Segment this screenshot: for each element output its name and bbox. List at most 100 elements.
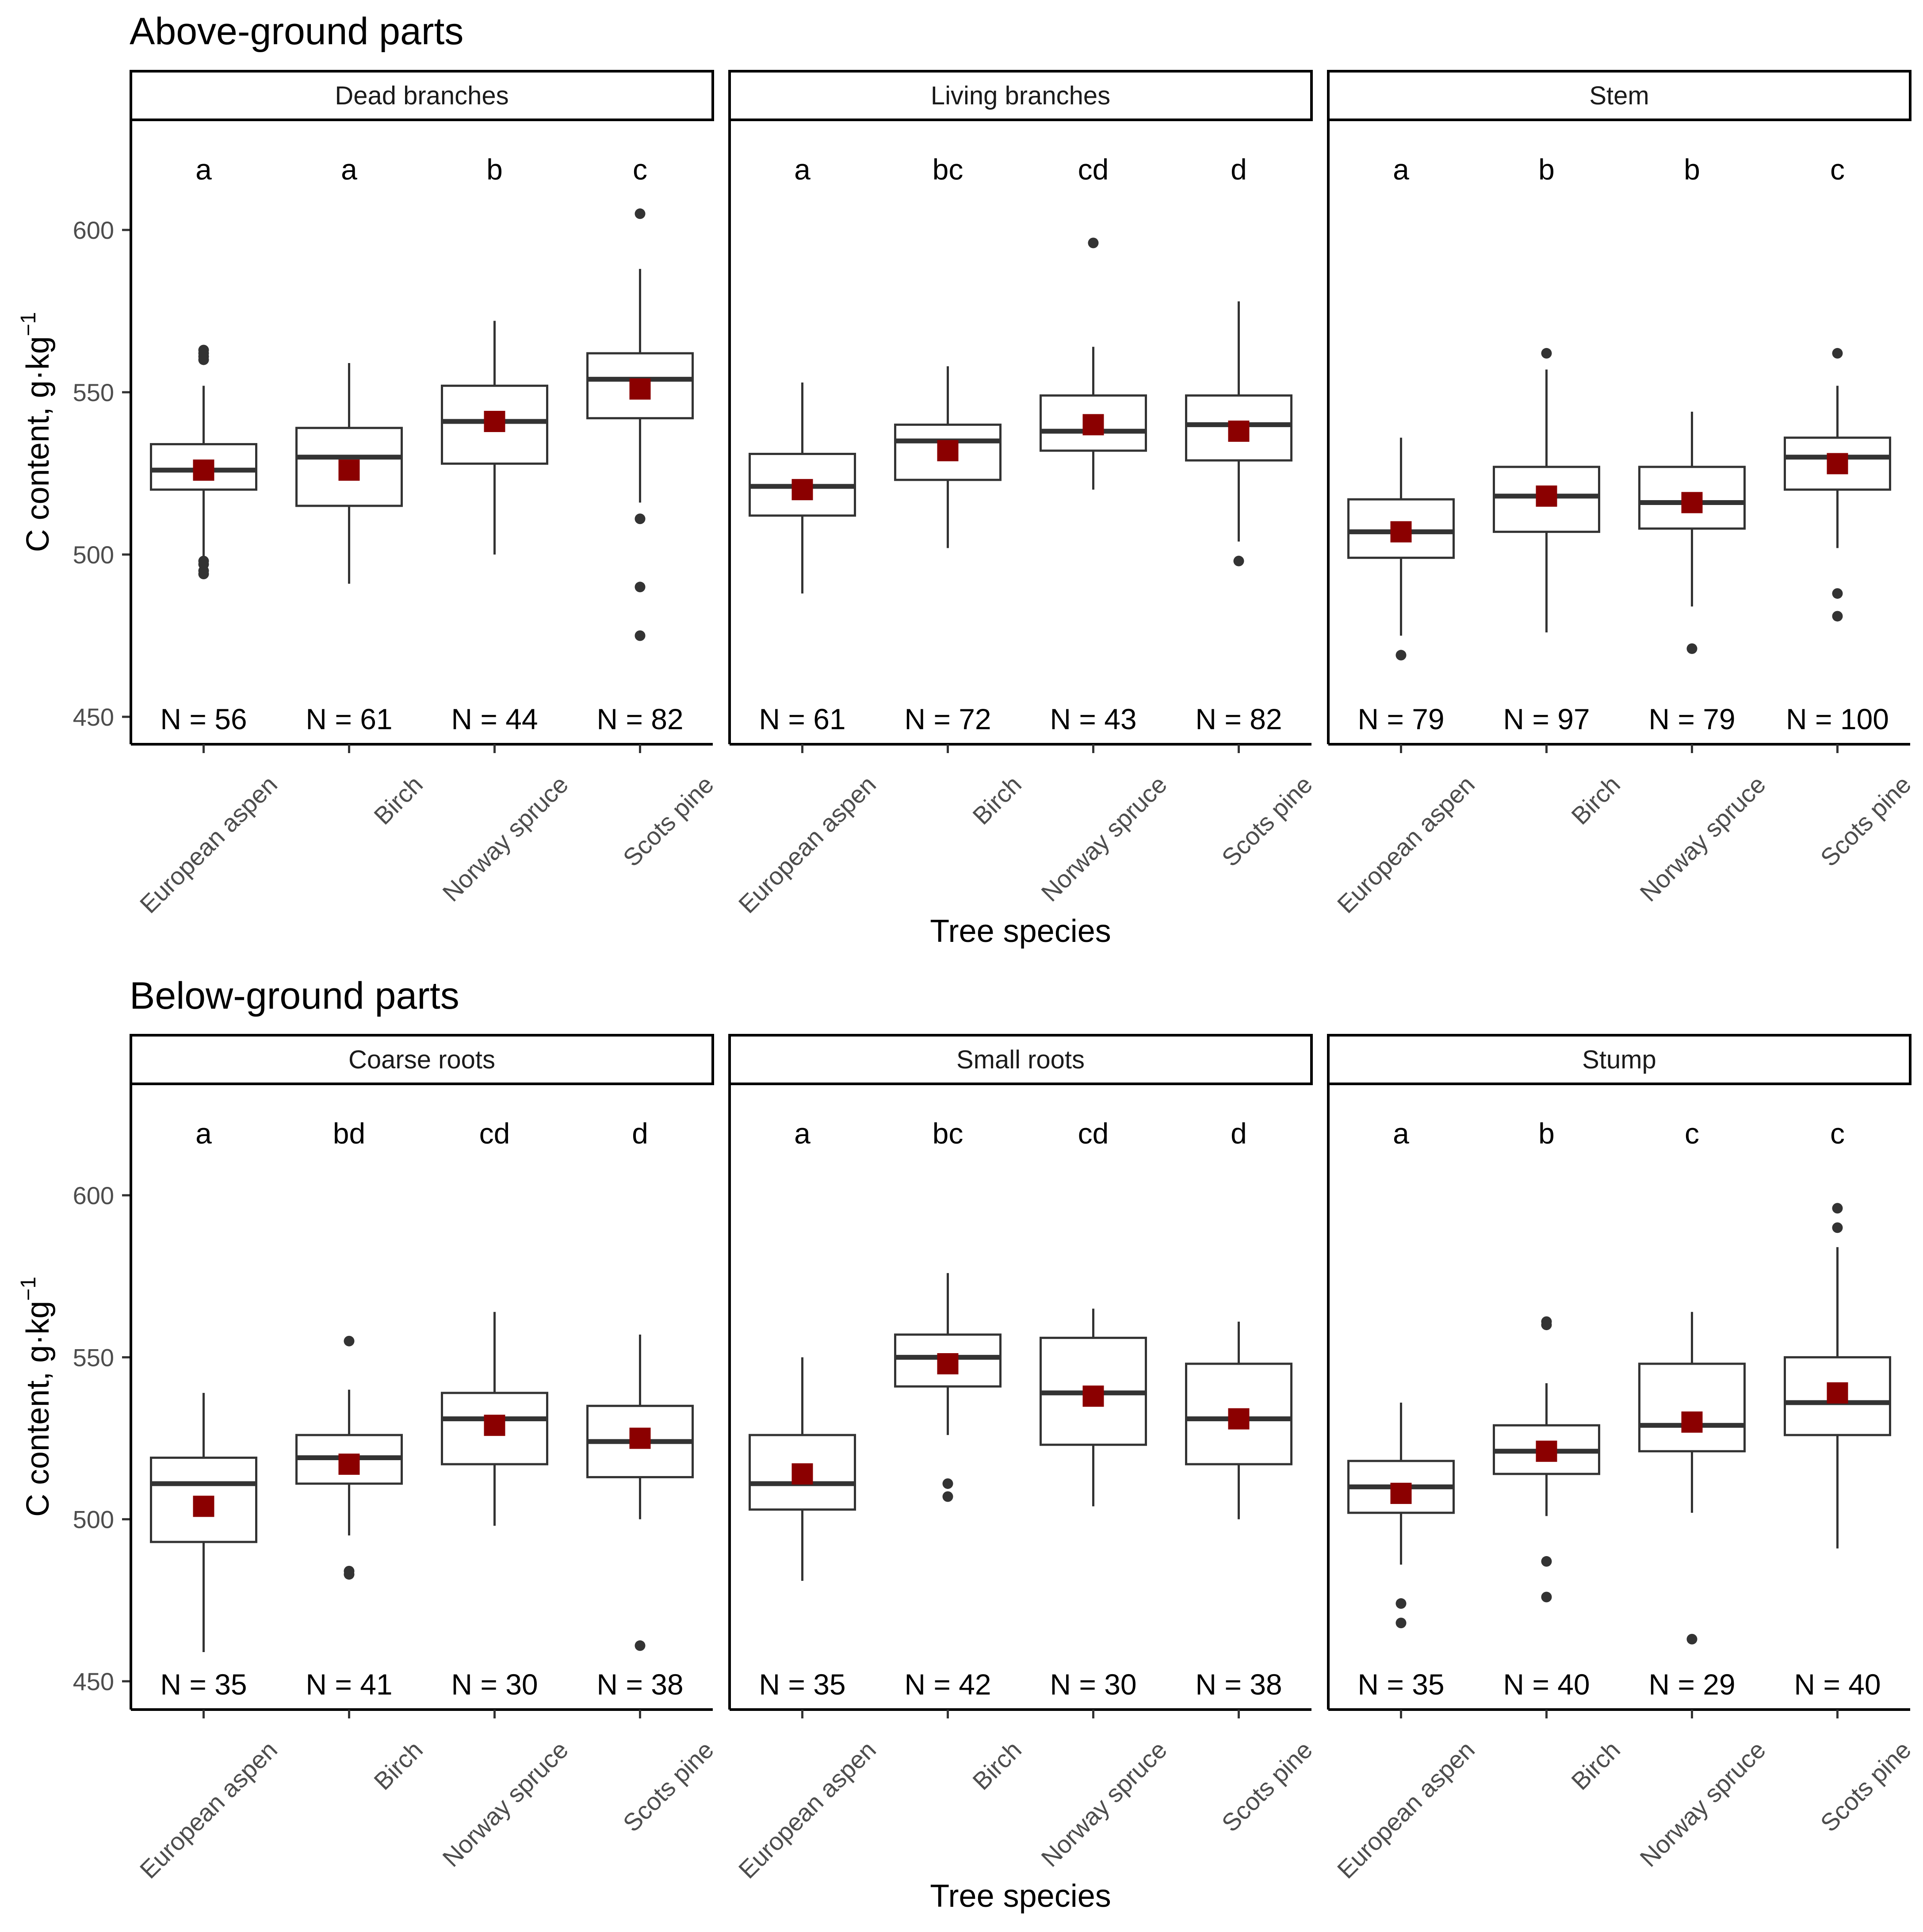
x-tick-label: Norway spruce xyxy=(437,770,573,907)
significance-letter: bd xyxy=(333,1117,365,1150)
panel-strip xyxy=(130,70,714,121)
panel-stump: Stump a N = 35 European aspen b N = 40 Birch c N… xyxy=(1327,1034,1916,1884)
mean-marker xyxy=(338,1454,360,1475)
significance-letter: a xyxy=(1393,153,1409,186)
n-label: N = 79 xyxy=(1357,703,1444,735)
panel-strip-label: Stump xyxy=(1582,1045,1656,1074)
significance-letter: a xyxy=(794,1117,810,1150)
significance-letter: b xyxy=(1538,153,1555,186)
x-tick-label: Birch xyxy=(368,1736,428,1795)
outlier-point xyxy=(942,1478,953,1489)
mean-marker xyxy=(338,459,360,481)
outlier-point xyxy=(1832,588,1843,599)
n-label: N = 30 xyxy=(1050,1668,1136,1701)
mean-marker xyxy=(629,1427,651,1449)
box-norway-spruce: b N = 79 Norway spruce xyxy=(1634,153,1771,907)
outlier-point xyxy=(1395,1598,1407,1609)
section-title: Below-ground parts xyxy=(130,975,459,1017)
mean-marker xyxy=(1228,421,1250,442)
outlier-point xyxy=(1233,555,1244,566)
significance-letter: a xyxy=(195,1117,212,1150)
outlier-point xyxy=(344,1335,355,1347)
n-label: N = 97 xyxy=(1503,703,1590,735)
x-tick-label: Norway spruce xyxy=(1634,770,1771,907)
significance-letter: cd xyxy=(479,1117,510,1150)
mean-marker xyxy=(484,1415,505,1436)
x-axis-title: Tree species xyxy=(930,914,1111,949)
significance-letter: d xyxy=(1231,1117,1247,1150)
outlier-point xyxy=(1832,1203,1843,1214)
x-axis-title: Tree species xyxy=(930,1878,1111,1914)
significance-letter: b xyxy=(1684,153,1700,186)
outlier-point xyxy=(1541,348,1552,359)
n-label: N = 35 xyxy=(759,1668,845,1701)
x-tick-label: Norway spruce xyxy=(1036,770,1172,907)
y-axis-title: C content, g·kg−1 xyxy=(17,312,56,552)
box-norway-spruce: cd N = 30 Norway spruce xyxy=(437,1117,573,1872)
y-axis-title-main: C content, g·kg xyxy=(20,336,56,552)
panel-strip xyxy=(728,1034,1313,1085)
panel-strip-label: Living branches xyxy=(931,81,1110,110)
n-label: N = 79 xyxy=(1648,703,1735,735)
x-tick-label: European aspen xyxy=(733,770,881,918)
box-norway-spruce: c N = 29 Norway spruce xyxy=(1634,1117,1771,1872)
x-tick-label: Scots pine xyxy=(1815,1736,1916,1837)
n-label: N = 56 xyxy=(160,703,247,735)
x-tick-label: Norway spruce xyxy=(1036,1736,1172,1872)
box-european-aspen: a N = 35 European aspen xyxy=(1332,1117,1480,1884)
outlier-point xyxy=(635,582,646,593)
box-birch: b N = 97 Birch xyxy=(1493,153,1625,830)
box-scots-pine: d N = 38 Scots pine xyxy=(586,1117,719,1837)
box-norway-spruce: b N = 44 Norway spruce xyxy=(437,153,573,907)
y-tick-label: 500 xyxy=(73,541,114,569)
mean-marker xyxy=(791,479,813,501)
n-label: N = 61 xyxy=(306,703,392,735)
significance-letter: b xyxy=(486,153,503,186)
box-iqr xyxy=(1185,394,1292,462)
section-title: Above-ground parts xyxy=(130,10,463,53)
mean-marker xyxy=(1681,1411,1703,1433)
x-tick-label: Scots pine xyxy=(1216,1736,1318,1837)
box-birch: b N = 40 Birch xyxy=(1493,1117,1625,1795)
n-label: N = 61 xyxy=(759,703,845,735)
x-tick-label: Scots pine xyxy=(1216,770,1318,872)
section-above-ground-parts: Above-ground parts 450 500 550 600 C content,… xyxy=(17,10,1916,949)
mean-marker xyxy=(193,1496,214,1517)
panel-strip-label: Dead branches xyxy=(335,81,508,110)
significance-letter: bc xyxy=(933,153,963,186)
box-scots-pine: d N = 82 Scots pine xyxy=(1185,153,1318,872)
panel-strip xyxy=(1327,1034,1912,1085)
mean-marker xyxy=(193,459,214,481)
outlier-point xyxy=(1832,1222,1843,1233)
box-birch: bd N = 41 Birch xyxy=(295,1117,428,1795)
mean-marker xyxy=(937,1353,959,1374)
significance-letter: a xyxy=(1393,1117,1409,1150)
y-tick-label: 450 xyxy=(73,703,114,731)
n-label: N = 35 xyxy=(160,1668,247,1701)
box-european-aspen: a N = 56 European aspen xyxy=(134,153,283,918)
x-tick-label: Norway spruce xyxy=(1634,1736,1771,1872)
significance-letter: cd xyxy=(1078,153,1109,186)
mean-marker xyxy=(1827,453,1848,474)
mean-marker xyxy=(1228,1408,1250,1430)
n-label: N = 38 xyxy=(1195,1668,1282,1701)
mean-marker xyxy=(484,411,505,432)
outlier-point xyxy=(1686,1634,1697,1645)
x-tick-label: Birch xyxy=(967,770,1027,830)
x-tick-label: Scots pine xyxy=(618,1736,719,1837)
y-tick-label: 500 xyxy=(73,1506,114,1534)
y-axis-title-superscript: −1 xyxy=(17,312,40,337)
significance-letter: c xyxy=(633,153,647,186)
significance-letter: cd xyxy=(1078,1117,1109,1150)
box-european-aspen: a N = 79 European aspen xyxy=(1332,153,1480,918)
mean-marker xyxy=(1827,1382,1848,1404)
significance-letter: a xyxy=(341,153,357,186)
x-tick-label: European aspen xyxy=(1332,1736,1480,1884)
significance-letter: d xyxy=(1231,153,1247,186)
outlier-point xyxy=(1832,611,1843,622)
box-scots-pine: c N = 40 Scots pine xyxy=(1784,1117,1916,1837)
x-tick-label: Scots pine xyxy=(618,770,719,872)
outlier-point xyxy=(198,555,209,566)
outlier-point xyxy=(1395,1618,1407,1629)
